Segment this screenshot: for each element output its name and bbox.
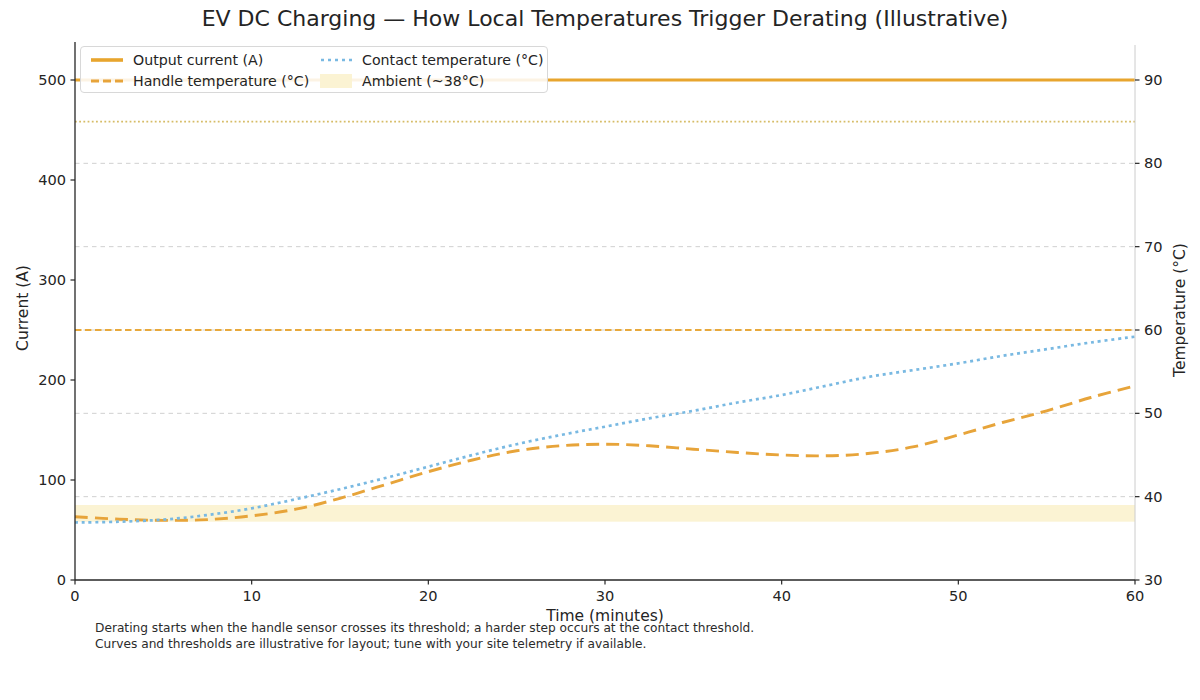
x-tick-label: 40	[772, 587, 791, 604]
footnote-line-2: Curves and thresholds are illustrative f…	[95, 636, 754, 652]
x-tick-label: 50	[949, 587, 968, 604]
x-tick-label: 30	[596, 587, 615, 604]
left-tick-label: 0	[57, 571, 66, 588]
right-tick-label: 50	[1144, 404, 1163, 421]
left-tick-label: 300	[38, 271, 66, 288]
left-tick-label: 100	[38, 471, 66, 488]
ambient-band	[75, 505, 1135, 522]
legend: Output current (A) Handle temperature (°…	[80, 46, 548, 93]
x-tick-label: 10	[242, 587, 261, 604]
legend-swatch-ambient-patch	[319, 73, 353, 89]
legend-swatch-dashed-line	[90, 74, 124, 88]
legend-swatch-dotted-line	[319, 53, 353, 67]
series-handle-temperature-c	[75, 386, 1135, 521]
left-tick-label: 200	[38, 371, 66, 388]
left-tick-label: 500	[38, 71, 66, 88]
right-tick-label: 30	[1144, 571, 1163, 588]
legend-label: Contact temperature (°C)	[362, 52, 543, 68]
plot-area: 0 100 200 300 400 500 30 40 50 60 70 80 90 0 10 20 30 40 5…	[0, 0, 1200, 700]
x-tick-label: 60	[1126, 587, 1145, 604]
x-tick-label: 0	[70, 587, 79, 604]
right-tick-label: 80	[1144, 154, 1163, 171]
footnote-line-1: Derating starts when the handle sensor c…	[95, 620, 754, 636]
legend-label: Output current (A)	[133, 52, 263, 68]
legend-label: Handle temperature (°C)	[133, 73, 309, 89]
footnotes: Derating starts when the handle sensor c…	[95, 620, 754, 652]
legend-item-contact-temperature: Contact temperature (°C)	[319, 52, 543, 68]
legend-item-output-current: Output current (A)	[90, 52, 319, 68]
left-tick-label: 400	[38, 171, 66, 188]
x-tick-label: 20	[419, 587, 438, 604]
right-tick-label: 70	[1144, 238, 1163, 255]
y-axis-label-left: Current (A)	[14, 265, 32, 351]
series-contact-temperature-c	[75, 337, 1135, 523]
right-tick-label: 60	[1144, 321, 1163, 338]
legend-swatch-solid-line	[90, 53, 124, 67]
y-axis-label-right: Temperature (°C)	[1171, 243, 1189, 377]
right-tick-label: 40	[1144, 488, 1163, 505]
legend-item-handle-temperature: Handle temperature (°C)	[90, 73, 319, 89]
legend-label: Ambient (~38°C)	[362, 73, 484, 89]
legend-item-ambient: Ambient (~38°C)	[319, 73, 543, 89]
right-tick-label: 90	[1144, 71, 1163, 88]
